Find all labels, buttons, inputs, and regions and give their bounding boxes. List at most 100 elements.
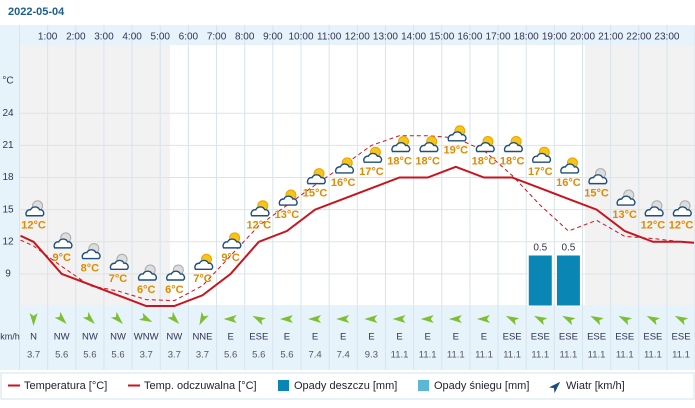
wind-arrow: [618, 315, 632, 326]
weather-icon: [391, 136, 411, 153]
hour-header: [0, 25, 695, 45]
weather-icon: [475, 136, 495, 153]
temperature-label: 15°C: [303, 188, 328, 200]
weather-icon: [278, 189, 298, 206]
wind-speed: 11.1: [672, 350, 690, 361]
wind-speed: 11.1: [391, 350, 409, 361]
icon-cloud: [109, 259, 129, 270]
wind-direction: ESE: [615, 332, 634, 343]
hour-label: 14:00: [401, 32, 426, 43]
y-tick-label: 9: [5, 269, 11, 280]
legend-label: Temperatura [°C]: [24, 380, 107, 392]
wind-speed: 11.1: [419, 350, 437, 361]
night-band: [20, 45, 170, 305]
legend-label: Wiatr [km/h]: [566, 380, 625, 392]
temperature-label: 15°C: [584, 188, 609, 200]
wind-speed: 7.4: [337, 350, 350, 361]
feels-like-line: [20, 135, 695, 302]
wind-arrow: [82, 311, 95, 324]
temperature-label: 9°C: [221, 252, 240, 264]
wind-arrow: [534, 315, 548, 326]
y-tick-label: 24: [2, 108, 14, 119]
icon-cloud: [25, 206, 45, 217]
wind-speed: 5.6: [224, 350, 237, 361]
rain-label: 0.5: [561, 243, 575, 254]
icon-cloud: [250, 206, 270, 217]
weather-icon: [306, 168, 326, 185]
y-axis-band: [0, 45, 20, 305]
icon-cloud: [137, 270, 157, 281]
rain-bar: [527, 254, 553, 307]
wind-speed: 5.6: [83, 350, 96, 361]
wind-direction: N: [30, 332, 37, 343]
wind-arrow: [223, 315, 237, 323]
icon-cloud: [53, 238, 73, 249]
hour-label: 10:00: [288, 32, 313, 43]
weather-icon: [363, 146, 383, 163]
icon-cloud: [194, 259, 214, 270]
wind-arrow: [29, 313, 38, 326]
temperature-label: 17°C: [359, 166, 384, 178]
wind-direction: E: [425, 332, 431, 343]
icon-cloud: [447, 131, 467, 142]
wind-arrow: [199, 311, 209, 326]
wind-arrow: [139, 312, 153, 323]
wind-direction: E: [340, 332, 346, 343]
hour-label: 12:00: [345, 32, 370, 43]
weather-icon: [672, 200, 692, 217]
wind-speed: 11.1: [503, 350, 521, 361]
wind-unit: km/h: [0, 331, 20, 341]
rain-bar: [555, 254, 581, 307]
legend-label: Opady śniegu [mm]: [434, 380, 529, 392]
icon-cloud: [616, 195, 636, 206]
weather-icon: [503, 136, 523, 153]
wind-speed: 7.4: [308, 350, 321, 361]
temperature-label: 13°C: [275, 209, 300, 221]
wind-speed: 3.7: [196, 350, 209, 361]
wind-direction: NNE: [192, 332, 212, 343]
wind-direction: E: [396, 332, 402, 343]
hour-label: 9:00: [263, 32, 283, 43]
weather-icon: [419, 136, 439, 153]
wind-arrow: [392, 315, 406, 323]
hour-label: 8:00: [235, 32, 255, 43]
wind-direction: E: [312, 332, 318, 343]
weather-icon: [644, 200, 664, 217]
icon-cloud: [81, 249, 101, 260]
wind-arrow: [110, 311, 123, 324]
icon-cloud: [335, 163, 355, 174]
wind-arrow: [420, 315, 434, 323]
hour-label: 4:00: [122, 32, 142, 43]
date: 2022-05-04: [8, 6, 65, 18]
legend-swatch: [418, 380, 429, 391]
hour-label: 5:00: [151, 32, 171, 43]
weather-icon: [588, 168, 608, 185]
hour-label: 13:00: [373, 32, 398, 43]
wind-arrow: [252, 315, 266, 326]
temperature-label: 7°C: [193, 273, 212, 285]
temperature-label: 12°C: [669, 220, 694, 232]
wind-arrow: [54, 311, 67, 324]
wind-speed: 11.1: [560, 350, 578, 361]
wind-speed: 3.7: [27, 350, 40, 361]
temperature-label: 16°C: [556, 177, 581, 189]
wind-direction: ESE: [672, 332, 691, 343]
wind-direction: NW: [110, 332, 126, 343]
legend-wind-icon: [548, 381, 561, 394]
wind-direction: ESE: [249, 332, 268, 343]
temperature-label: 6°C: [165, 284, 184, 296]
wind-speed: 11.1: [531, 350, 549, 361]
legend-box: [0, 372, 695, 400]
hour-label: 22:00: [626, 32, 651, 43]
wind-speed: 11.1: [644, 350, 662, 361]
icon-cloud: [391, 142, 411, 153]
hour-label: 21:00: [598, 32, 623, 43]
weather-icon: [335, 157, 355, 174]
wind-direction: ESE: [503, 332, 522, 343]
weather-icon: [532, 146, 552, 163]
wind-speed: 11.1: [616, 350, 634, 361]
weather-icon: [616, 189, 636, 206]
temperature-label: 18°C: [415, 155, 440, 167]
temperature-label: 18°C: [500, 155, 525, 167]
wind-speed: 5.6: [55, 350, 68, 361]
